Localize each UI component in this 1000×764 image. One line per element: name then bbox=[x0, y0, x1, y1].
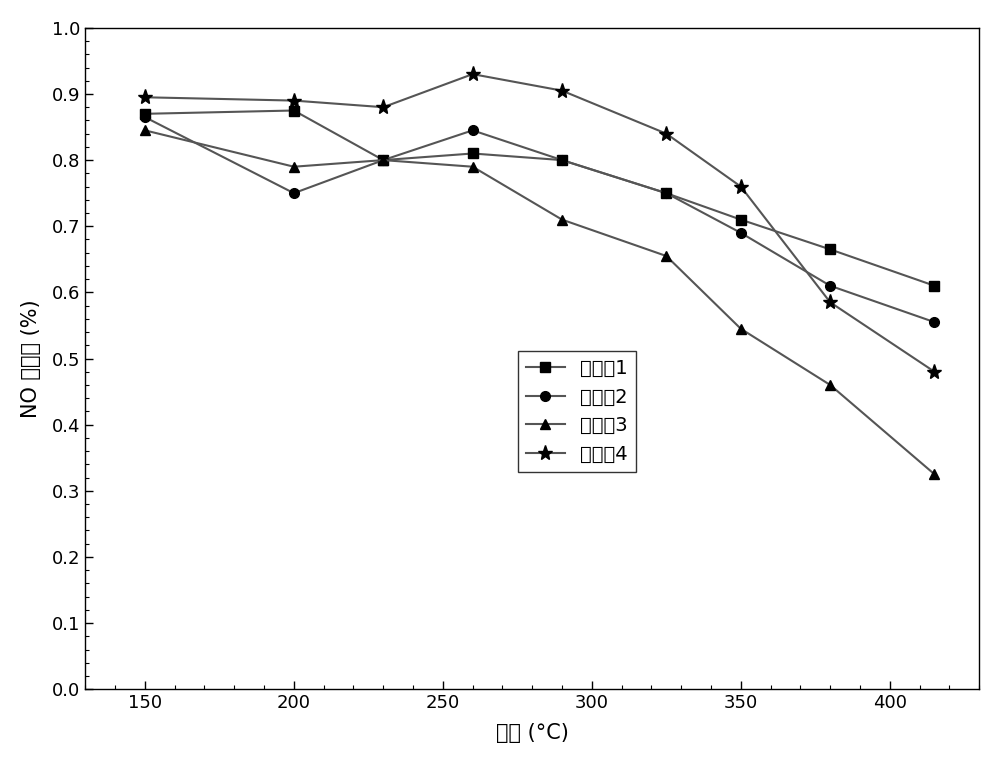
实施入2 bbox=[660, 189, 672, 198]
Legend: 实施入1, 实施入2, 实施入3, 实施入4: 实施入1, 实施入2, 实施入3, 实施入4 bbox=[518, 351, 636, 472]
实施入3 bbox=[139, 126, 151, 135]
实施入1 bbox=[928, 281, 940, 290]
实施入2 bbox=[288, 189, 300, 198]
实施入2 bbox=[377, 156, 389, 165]
实施入4 bbox=[288, 96, 300, 105]
实施入1 bbox=[824, 244, 836, 254]
实施入3 bbox=[735, 324, 747, 333]
实施入2 bbox=[824, 281, 836, 290]
实施入2 bbox=[735, 228, 747, 238]
实施入4 bbox=[377, 102, 389, 112]
Line: 实施入2: 实施入2 bbox=[140, 112, 939, 327]
实施入4 bbox=[735, 182, 747, 191]
实施入1 bbox=[139, 109, 151, 118]
实施入1 bbox=[377, 156, 389, 165]
实施入1 bbox=[288, 106, 300, 115]
实施入4 bbox=[139, 92, 151, 102]
实施入3 bbox=[377, 156, 389, 165]
实施入1 bbox=[660, 189, 672, 198]
Y-axis label: NO 转化率 (%): NO 转化率 (%) bbox=[21, 299, 41, 418]
实施入3 bbox=[288, 162, 300, 171]
实施入1 bbox=[735, 215, 747, 224]
实施入4 bbox=[928, 367, 940, 377]
实施入3 bbox=[928, 470, 940, 479]
实施入1 bbox=[467, 149, 479, 158]
实施入4 bbox=[824, 298, 836, 307]
实施入3 bbox=[824, 380, 836, 390]
实施入4 bbox=[467, 70, 479, 79]
实施入4 bbox=[660, 129, 672, 138]
实施入3 bbox=[660, 251, 672, 261]
Line: 实施入3: 实施入3 bbox=[140, 125, 939, 479]
X-axis label: 温度 (°C): 温度 (°C) bbox=[496, 724, 569, 743]
Line: 实施入4: 实施入4 bbox=[137, 66, 942, 380]
实施入3 bbox=[467, 162, 479, 171]
实施入2 bbox=[139, 112, 151, 121]
实施入2 bbox=[467, 126, 479, 135]
Line: 实施入1: 实施入1 bbox=[140, 105, 939, 290]
实施入2 bbox=[556, 156, 568, 165]
实施入3 bbox=[556, 215, 568, 224]
实施入2 bbox=[928, 318, 940, 327]
实施入1 bbox=[556, 156, 568, 165]
实施入4 bbox=[556, 86, 568, 96]
